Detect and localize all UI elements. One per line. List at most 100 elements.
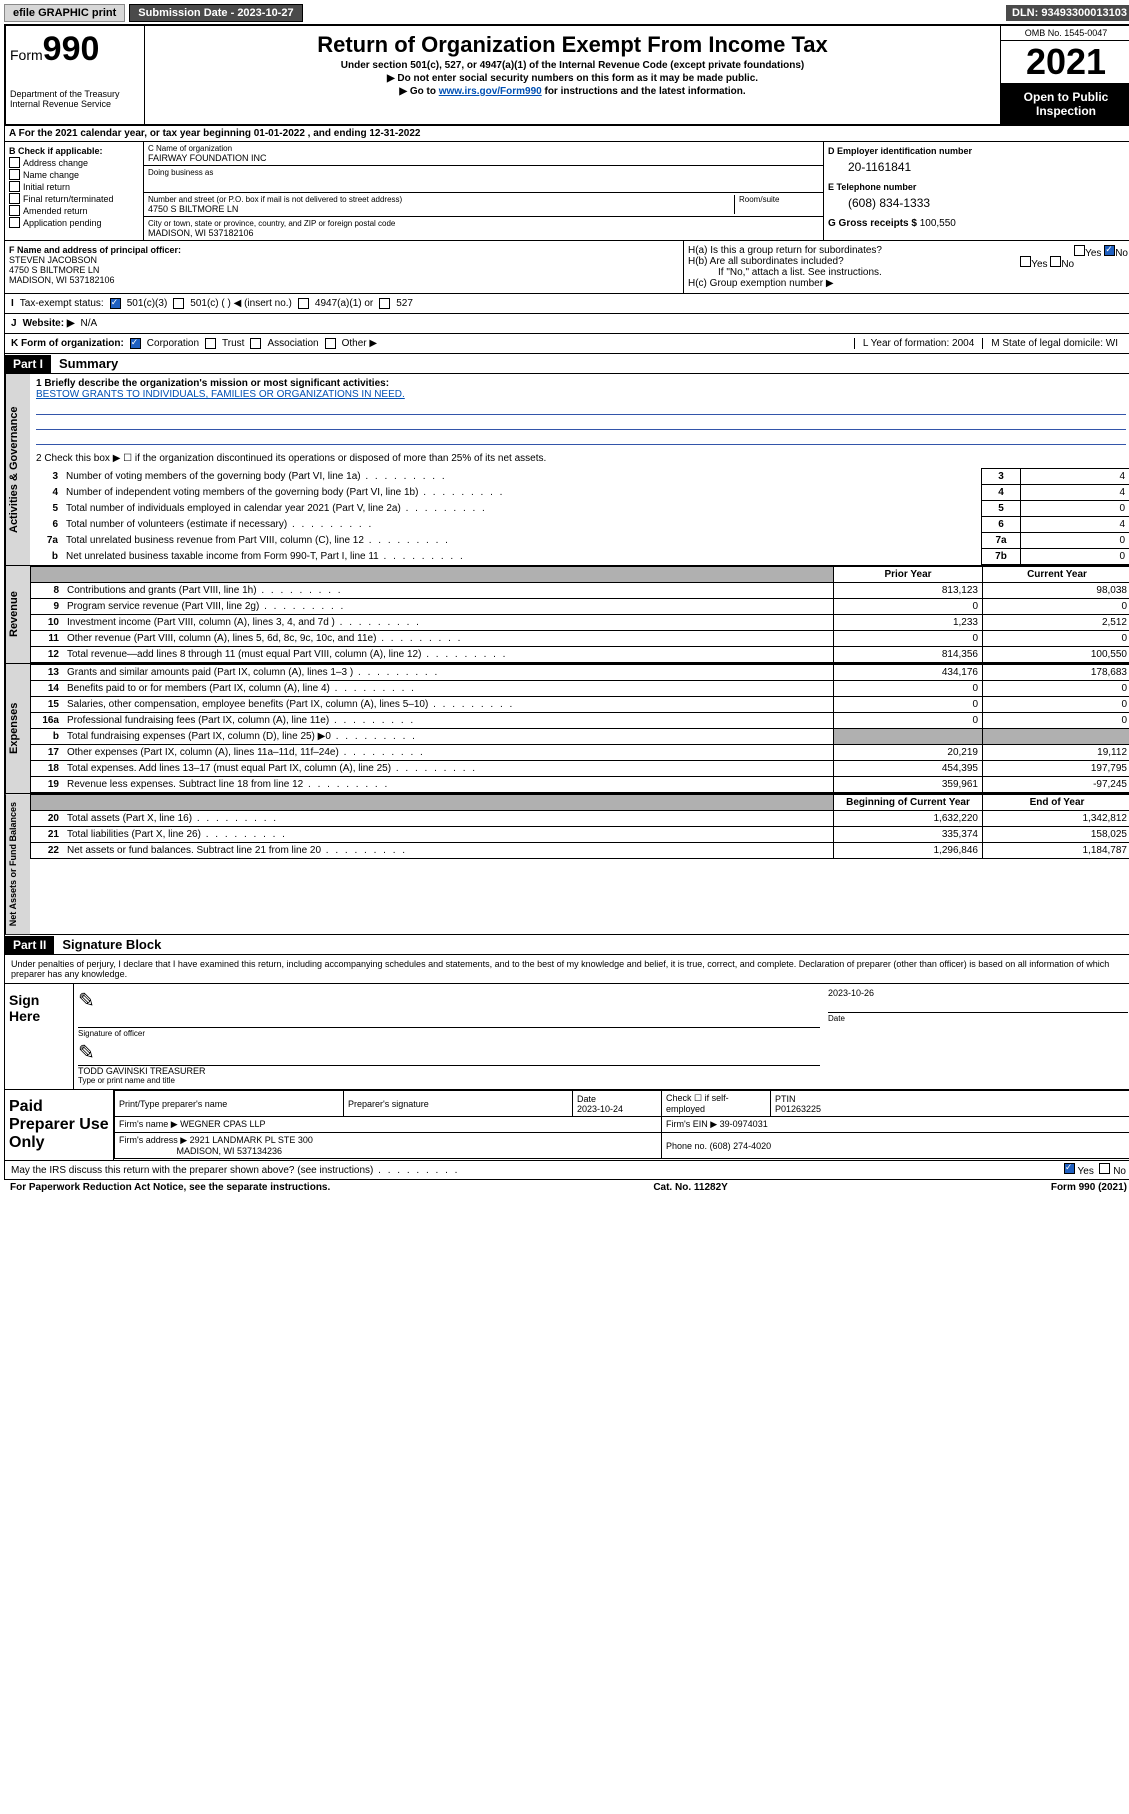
line-label: Number of voting members of the governin… <box>62 469 982 485</box>
line2-text: 2 Check this box ▶ ☐ if the organization… <box>30 449 1129 468</box>
chk-assoc[interactable] <box>250 338 261 349</box>
line-value: 0 <box>1021 533 1129 549</box>
chk-amended[interactable] <box>9 205 20 216</box>
opt-4947: 4947(a)(1) or <box>315 298 373 309</box>
line-label: Total fundraising expenses (Part IX, col… <box>63 729 834 745</box>
vert-netassets: Net Assets or Fund Balances <box>5 794 30 934</box>
line-num: 9 <box>31 599 64 615</box>
prior-value: 1,233 <box>834 615 983 631</box>
prior-value: 813,123 <box>834 583 983 599</box>
chk-name-change[interactable] <box>9 169 20 180</box>
website-value: N/A <box>81 318 98 329</box>
discuss-yes[interactable] <box>1064 1163 1075 1174</box>
ein-label: D Employer identification number <box>828 146 1128 156</box>
chk-527[interactable] <box>379 298 390 309</box>
line-label: Total revenue—add lines 8 through 11 (mu… <box>63 647 834 663</box>
paid-preparer-label: Paid Preparer Use Only <box>5 1090 114 1160</box>
discuss-label: May the IRS discuss this return with the… <box>11 1165 459 1176</box>
officer-name: TODD GAVINSKI TREASURER <box>78 1066 206 1076</box>
vert-revenue: Revenue <box>5 566 30 663</box>
current-value: 178,683 <box>983 665 1129 681</box>
beg-value: 1,632,220 <box>834 811 983 827</box>
line-box: 4 <box>982 485 1021 501</box>
line-box: 3 <box>982 469 1021 485</box>
chk-initial-return[interactable] <box>9 181 20 192</box>
end-value: 1,184,787 <box>983 843 1129 859</box>
omb-number: OMB No. 1545-0047 <box>1001 26 1129 41</box>
chk-501c3[interactable] <box>110 298 121 309</box>
goto-post: for instructions and the latest informat… <box>542 86 746 97</box>
firm-ein-label: Firm's EIN ▶ <box>666 1119 717 1129</box>
discuss-no[interactable] <box>1099 1163 1110 1174</box>
line-label: Investment income (Part VIII, column (A)… <box>63 615 834 631</box>
no-label: No <box>1113 1166 1126 1177</box>
declaration-text: Under penalties of perjury, I declare th… <box>5 955 1129 983</box>
chk-final-return[interactable] <box>9 193 20 204</box>
current-year-header: Current Year <box>983 567 1129 583</box>
chk-other[interactable] <box>325 338 336 349</box>
line-value: 0 <box>1021 549 1129 565</box>
opt-corp: Corporation <box>147 338 199 349</box>
beg-value: 335,374 <box>834 827 983 843</box>
paperwork-notice: For Paperwork Reduction Act Notice, see … <box>10 1182 330 1193</box>
firm-addr-label: Firm's address ▶ <box>119 1135 187 1145</box>
chk-trust[interactable] <box>205 338 216 349</box>
prior-value: 814,356 <box>834 647 983 663</box>
chk-address-change[interactable] <box>9 157 20 168</box>
form-title: Return of Organization Exempt From Incom… <box>153 32 992 58</box>
mission-text[interactable]: BESTOW GRANTS TO INDIVIDUALS, FAMILIES O… <box>36 389 405 400</box>
opt-other: Other ▶ <box>342 338 377 349</box>
current-value: 0 <box>983 713 1129 729</box>
form-word: Form <box>10 47 43 63</box>
org-name-label: C Name of organization <box>148 144 819 153</box>
current-value: 0 <box>983 599 1129 615</box>
line-label: Other expenses (Part IX, column (A), lin… <box>63 745 834 761</box>
line-label: Net unrelated business taxable income fr… <box>62 549 982 565</box>
ha-yes[interactable] <box>1074 245 1085 256</box>
efile-button[interactable]: efile GRAPHIC print <box>4 4 125 22</box>
line-num: 15 <box>31 697 64 713</box>
line-box: 7b <box>982 549 1021 565</box>
prior-value <box>834 729 983 745</box>
current-value: 0 <box>983 681 1129 697</box>
line-num: 3 <box>30 469 62 485</box>
prep-name-label: Print/Type preparer's name <box>119 1099 227 1109</box>
line-label: Program service revenue (Part VIII, line… <box>63 599 834 615</box>
hb-no[interactable] <box>1050 256 1061 267</box>
chk-501c[interactable] <box>173 298 184 309</box>
line-value: 4 <box>1021 469 1129 485</box>
end-year-header: End of Year <box>983 795 1129 811</box>
part1-title: Summary <box>51 354 126 373</box>
yes-label: Yes <box>1078 1166 1094 1177</box>
city-label: City or town, state or province, country… <box>148 219 819 228</box>
cat-number: Cat. No. 11282Y <box>653 1182 727 1193</box>
submission-date: Submission Date - 2023-10-27 <box>129 4 302 22</box>
hb-yes[interactable] <box>1020 256 1031 267</box>
chk-4947[interactable] <box>298 298 309 309</box>
entity-block: B Check if applicable: Address change Na… <box>4 142 1129 241</box>
ha-no[interactable] <box>1104 245 1115 256</box>
line-label: Total unrelated business revenue from Pa… <box>62 533 982 549</box>
k-label: K Form of organization: <box>11 338 124 349</box>
prior-value: 0 <box>834 713 983 729</box>
line-label: Total number of individuals employed in … <box>62 501 982 517</box>
firm-ein: 39-0974031 <box>720 1119 768 1129</box>
line-label: Total assets (Part X, line 16) <box>63 811 834 827</box>
firm-addr2: MADISON, WI 537134236 <box>177 1146 283 1156</box>
chk-app-pending[interactable] <box>9 217 20 228</box>
chk-corp[interactable] <box>130 338 141 349</box>
i-marker: I <box>11 298 14 309</box>
line-label: Professional fundraising fees (Part IX, … <box>63 713 834 729</box>
irs-link[interactable]: www.irs.gov/Form990 <box>439 86 542 97</box>
current-value: 0 <box>983 631 1129 647</box>
open-public-badge: Open to Public Inspection <box>1001 84 1129 124</box>
end-value: 158,025 <box>983 827 1129 843</box>
current-value <box>983 729 1129 745</box>
line-num: b <box>30 549 62 565</box>
line-label: Contributions and grants (Part VIII, lin… <box>63 583 834 599</box>
website-label: Website: ▶ <box>23 318 75 329</box>
vert-expenses: Expenses <box>5 664 30 793</box>
mission-label: 1 Briefly describe the organization's mi… <box>36 378 389 389</box>
line-num: 18 <box>31 761 64 777</box>
form-number: 990 <box>43 30 100 68</box>
